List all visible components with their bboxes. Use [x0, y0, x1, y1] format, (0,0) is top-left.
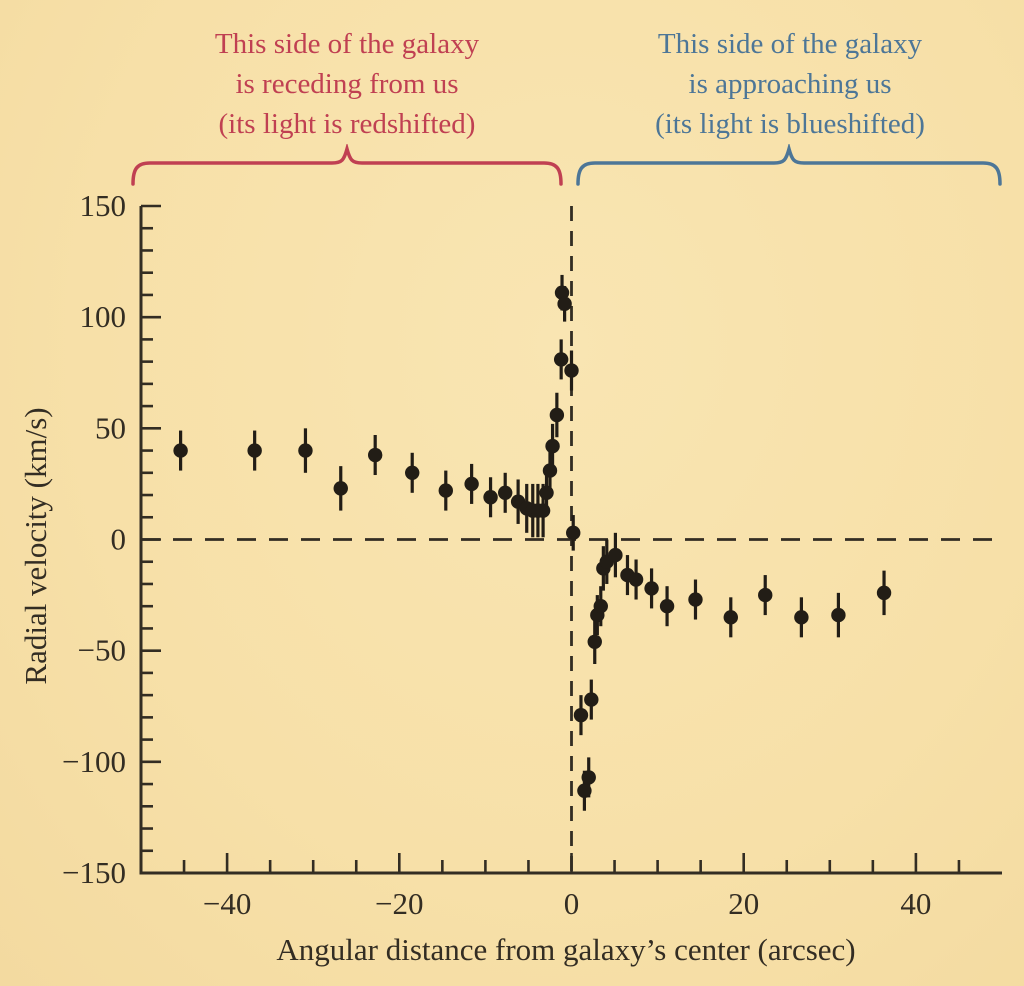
data-point [644, 581, 659, 596]
data-point [173, 443, 188, 458]
data-point [577, 783, 592, 798]
data-point [557, 296, 572, 312]
y-tick-label: 50 [95, 410, 126, 445]
y-tick-label: −100 [62, 744, 126, 779]
receding-line-1: This side of the galaxy [214, 28, 480, 60]
receding-line-2: is receding from us [235, 68, 459, 100]
data-point [464, 476, 479, 492]
y-tick-label: 0 [111, 522, 127, 557]
x-tick-label: 0 [564, 886, 580, 921]
data-point [723, 610, 738, 625]
data-point [539, 485, 554, 501]
data-point [688, 592, 703, 607]
data-point [659, 599, 675, 614]
data-point [535, 503, 551, 518]
x-tick-label: 40 [900, 886, 931, 921]
receding-side-brace [131, 144, 563, 186]
data-point [298, 443, 313, 458]
data-point [628, 572, 644, 587]
data-point [553, 352, 569, 367]
data-point [794, 610, 809, 625]
data-point [593, 599, 608, 614]
x-axis-title: Angular distance from galaxy’s center (a… [276, 932, 856, 967]
data-point [333, 481, 348, 496]
data-point [831, 607, 846, 623]
data-point [438, 483, 453, 498]
approaching-line-1: This side of the galaxy [657, 28, 923, 60]
overbrace-icons [131, 144, 1002, 186]
data-point [581, 770, 596, 785]
y-axis-title: Radial velocity (km/s) [18, 407, 53, 685]
data-point [566, 525, 581, 541]
y-tick-label: 100 [80, 299, 127, 334]
data-point [367, 447, 383, 463]
receding-line-3: (its light is redshifted) [218, 108, 476, 140]
data-point [247, 443, 262, 458]
data-point [584, 692, 599, 707]
data-point [564, 363, 579, 378]
data-point [758, 587, 773, 603]
data-point [608, 547, 623, 563]
y-tick-label: −150 [62, 855, 126, 890]
approaching-line-3: (its light is blueshifted) [655, 108, 925, 140]
approaching-side-brace [576, 144, 1002, 186]
data-point [876, 585, 892, 601]
data-point [542, 463, 558, 478]
receding-annotation: This side of the galaxy is receding from… [215, 24, 479, 144]
data-point [554, 285, 570, 300]
y-tick-label: 150 [80, 188, 127, 223]
data-point [549, 407, 565, 423]
data-point [573, 707, 589, 723]
approaching-annotation: This side of the galaxy is approaching u… [655, 24, 925, 144]
approaching-line-2: is approaching us [688, 68, 892, 100]
data-point [405, 465, 420, 480]
x-tick-label: −40 [203, 886, 251, 921]
x-tick-label: 20 [728, 886, 759, 921]
data-point [483, 490, 498, 505]
x-tick-label: −20 [375, 886, 423, 921]
data-point [498, 485, 513, 501]
y-tick-label: −50 [78, 633, 126, 668]
data-point [545, 438, 560, 454]
data-point [587, 634, 602, 649]
